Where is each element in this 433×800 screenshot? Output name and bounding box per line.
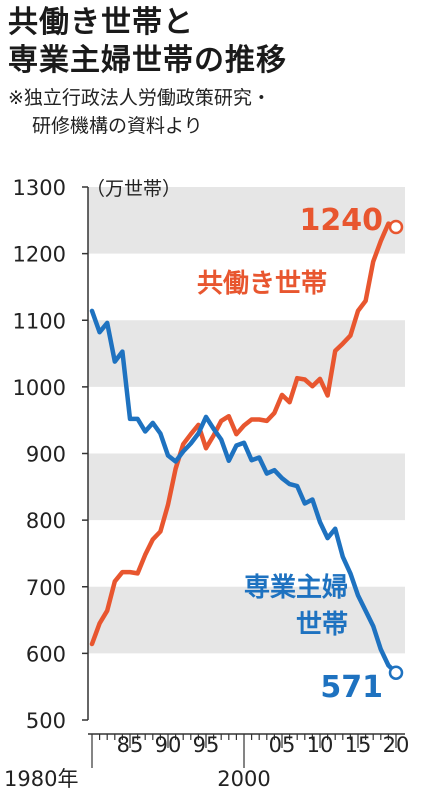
x-tick-label: 20	[383, 733, 410, 757]
series-line-housewife	[89, 308, 399, 675]
source-note-line-1: ※独立行政法人労働政策研究・	[8, 87, 271, 109]
y-tick-label: 700	[26, 576, 66, 600]
end-value-dual-income: 1240	[300, 203, 384, 238]
source-note: ※独立行政法人労働政策研究・ 研修機構の資料より	[8, 84, 271, 140]
series-label-housewife-line-2: 世帯	[296, 610, 348, 640]
grid-band	[88, 187, 405, 254]
chart-title: 共働き世帯と 専業主婦世帯の推移	[8, 4, 287, 80]
x-tick-label: 05	[269, 733, 296, 757]
y-tick-label: 900	[26, 443, 66, 467]
grid-band	[88, 320, 405, 387]
chart-title-line-1: 共働き世帯と	[8, 5, 194, 40]
x-tick-label: 90	[155, 733, 182, 757]
y-tick-label: 1000	[13, 376, 66, 400]
y-tick-label: 800	[26, 509, 66, 533]
series-end-point	[388, 219, 404, 235]
x-tick-label: 2000	[217, 767, 270, 791]
y-tick-label: 1300	[13, 176, 66, 200]
x-tick-label: 10	[307, 733, 334, 757]
y-tick-label: 600	[26, 642, 66, 666]
y-tick-label: 500	[26, 709, 66, 733]
x-tick-label: 85	[117, 733, 144, 757]
grid-band	[88, 453, 405, 521]
x-tick-label: 1980年	[4, 767, 78, 791]
x-tick-label: 95	[193, 733, 220, 757]
series-line-dual-income	[89, 221, 399, 647]
y-tick-label: 1200	[13, 243, 66, 267]
end-value-housewife: 571	[320, 670, 383, 705]
series-label-dual-income: 共働き世帯	[197, 269, 327, 299]
y-unit-label: （万世帯）	[86, 178, 181, 200]
series-end-point	[388, 665, 404, 680]
y-tick-label: 1100	[13, 309, 66, 333]
chart-title-line-2: 専業主婦世帯の推移	[8, 43, 287, 78]
source-note-line-2: 研修機構の資料より	[32, 115, 203, 137]
grid-band	[88, 586, 405, 654]
x-tick-label: 15	[345, 733, 372, 757]
series-label-housewife-line-1: 専業主婦	[244, 573, 348, 603]
